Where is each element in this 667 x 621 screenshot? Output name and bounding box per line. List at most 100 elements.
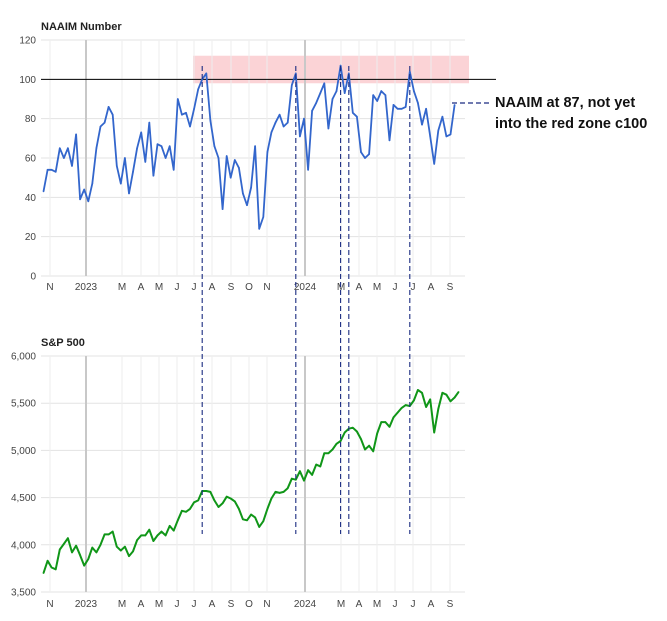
naaim-y-tick-label: 40 [25, 193, 37, 204]
naaim-point [242, 192, 244, 195]
sp500-point [339, 440, 342, 442]
sp500-point [128, 555, 130, 557]
naaim-point [388, 139, 391, 142]
sp500-y-tick-label: 4,000 [11, 540, 36, 551]
naaim-point [400, 108, 403, 110]
naaim-point [128, 192, 130, 195]
sp500-point [156, 534, 159, 537]
sp500-series [42, 389, 460, 574]
sp500-x-tick-label: S [447, 599, 454, 610]
sp500-point [242, 518, 244, 521]
naaim-point [46, 169, 49, 171]
sp500-point [429, 398, 432, 401]
peak-marker-lines [201, 66, 411, 534]
sp500-x-tick-label: J [411, 599, 416, 610]
naaim-point [356, 115, 358, 118]
naaim-point [221, 208, 224, 210]
sp500-x-tick-label: M [337, 599, 345, 610]
sp500-point [152, 540, 155, 542]
naaim-series [42, 64, 456, 230]
sp500-point [87, 558, 90, 560]
naaim-point [185, 112, 187, 114]
naaim-x-tick-label: A [356, 282, 363, 293]
sp500-point [282, 491, 285, 493]
sp500-point [71, 551, 73, 554]
sp500-point [205, 490, 208, 492]
naaim-x-tick-label: S [228, 282, 235, 293]
naaim-point [75, 133, 77, 136]
sp500-point [116, 545, 118, 548]
sp500-x-tick-label: 2023 [75, 599, 98, 610]
naaim-point [380, 90, 383, 92]
naaim-x-tick-label: 2023 [75, 282, 98, 293]
sp500-x-tick-label: M [373, 599, 381, 610]
naaim-point [315, 102, 318, 104]
sp500-point [42, 572, 45, 574]
sp500-point [63, 543, 65, 545]
naaim-x-tick-label: J [175, 282, 180, 293]
sp500-point [274, 491, 277, 493]
sp500-point [177, 519, 179, 522]
sp500-point [303, 479, 305, 482]
sp500-point [258, 526, 261, 528]
naaim-point [360, 151, 362, 153]
sp500-point [437, 408, 440, 410]
naaim-point [372, 94, 375, 96]
sp500-point [291, 477, 293, 480]
naaim-x-tick-label: S [447, 282, 454, 293]
naaim-point [262, 216, 265, 218]
naaim-point [335, 90, 338, 92]
naaim-point [352, 112, 354, 114]
naaim-point [107, 106, 110, 108]
red-zone-rect [193, 55, 469, 84]
naaim-point [120, 182, 122, 185]
naaim-point [441, 115, 444, 118]
sp500-x-tick-label: J [393, 599, 398, 610]
sp500-point [168, 525, 171, 527]
sp500-point [54, 568, 57, 571]
naaim-x-tick-label: M [337, 282, 345, 293]
naaim-point [189, 125, 191, 128]
sp500-point [421, 392, 423, 394]
sp500-point [59, 548, 61, 551]
sp500-point [217, 506, 220, 508]
naaim-point [417, 102, 419, 104]
sp500-point [120, 549, 122, 552]
sp500-point [213, 499, 216, 502]
naaim-x-axis: N 2023 M A M J J A S O N 2024 M A M J J A S [46, 282, 453, 293]
sp500-point [323, 452, 326, 455]
sp500-point [189, 508, 191, 510]
naaim-point [250, 186, 252, 189]
sp500-point [83, 564, 85, 567]
sp500-point [295, 478, 297, 481]
naaim-x-tick-label: N [263, 282, 270, 293]
sp500-point [148, 528, 151, 531]
naaim-point [238, 167, 240, 169]
sp500-point [46, 560, 49, 562]
sp500-chart-panel: S&P 500 3,500 4,000 4,500 5,000 5,500 6,000 N… [11, 337, 465, 610]
sp500-point [225, 495, 228, 498]
naaim-point [254, 145, 256, 147]
naaim-x-tick-label: J [411, 282, 416, 293]
naaim-point [59, 147, 61, 149]
naaim-point [429, 135, 432, 138]
sp500-point [164, 534, 167, 537]
sp500-point [380, 421, 383, 423]
sp500-point [50, 566, 53, 569]
naaim-x-tick-label: A [209, 282, 216, 293]
naaim-x-tick-label: 2024 [294, 282, 317, 293]
sp500-chart-title: S&P 500 [41, 337, 85, 349]
sp500-point [396, 411, 399, 414]
naaim-point [331, 98, 334, 100]
naaim-point [384, 94, 387, 96]
naaim-point [437, 129, 440, 132]
naaim-point [234, 159, 236, 161]
naaim-point [177, 98, 179, 100]
sp500-y-axis: 3,500 4,000 4,500 5,000 5,500 6,000 [11, 352, 36, 599]
sp500-y-tick-label: 6,000 [11, 352, 36, 363]
sp500-point [181, 510, 183, 512]
naaim-point [164, 157, 167, 159]
naaim-point [368, 153, 370, 155]
sp500-point [404, 404, 407, 406]
naaim-point [83, 188, 85, 191]
